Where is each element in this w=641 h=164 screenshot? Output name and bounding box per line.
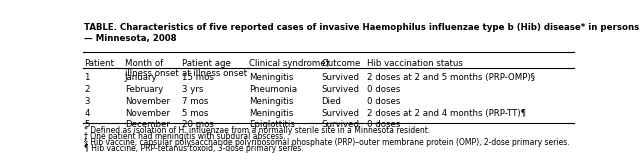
Text: 1: 1 bbox=[84, 73, 90, 82]
Text: 4: 4 bbox=[84, 109, 90, 118]
Text: 0 doses: 0 doses bbox=[367, 85, 401, 94]
Text: 2 doses at 2 and 4 months (PRP-TT)¶: 2 doses at 2 and 4 months (PRP-TT)¶ bbox=[367, 109, 526, 118]
Text: Month of
illness onset: Month of illness onset bbox=[125, 59, 179, 78]
Text: 20 mos: 20 mos bbox=[182, 120, 214, 129]
Text: 7 mos: 7 mos bbox=[182, 97, 208, 106]
Text: Survived: Survived bbox=[321, 109, 359, 118]
Text: Patient: Patient bbox=[84, 59, 114, 68]
Text: November: November bbox=[125, 109, 170, 118]
Text: Patient age
at illness onset: Patient age at illness onset bbox=[182, 59, 247, 78]
Text: 5 mos: 5 mos bbox=[182, 109, 208, 118]
Text: Meningitis: Meningitis bbox=[249, 97, 294, 106]
Text: * Defined as isolation of H. influenzae from a normally sterile site in a Minnes: * Defined as isolation of H. influenzae … bbox=[84, 126, 430, 135]
Text: Clinical syndrome†: Clinical syndrome† bbox=[249, 59, 330, 68]
Text: Hib vaccination status: Hib vaccination status bbox=[367, 59, 463, 68]
Text: Meningitis: Meningitis bbox=[249, 73, 294, 82]
Text: 15 mos: 15 mos bbox=[182, 73, 214, 82]
Text: § Hib vaccine, capsular polysaccharide polyribosomal phosphate (PRP)–outer membr: § Hib vaccine, capsular polysaccharide p… bbox=[84, 138, 570, 147]
Text: 0 doses: 0 doses bbox=[367, 120, 401, 129]
Text: 2: 2 bbox=[84, 85, 90, 94]
Text: November: November bbox=[125, 97, 170, 106]
Text: 5: 5 bbox=[84, 120, 90, 129]
Text: Epiglottitis: Epiglottitis bbox=[249, 120, 295, 129]
Text: December: December bbox=[125, 120, 170, 129]
Text: ¶ Hib vaccine, PRP-tetanus toxoid, 3-dose primary series.: ¶ Hib vaccine, PRP-tetanus toxoid, 3-dos… bbox=[84, 144, 304, 153]
Text: Died: Died bbox=[321, 97, 341, 106]
Text: 0 doses: 0 doses bbox=[367, 97, 401, 106]
Text: 3: 3 bbox=[84, 97, 90, 106]
Text: February: February bbox=[125, 85, 163, 94]
Text: Survived: Survived bbox=[321, 73, 359, 82]
Text: † One patient had meningitis with subdural abscess.: † One patient had meningitis with subdur… bbox=[84, 132, 286, 141]
Text: Outcome: Outcome bbox=[321, 59, 360, 68]
Text: TABLE. Characteristics of five reported cases of invasive Haemophilus influenzae: TABLE. Characteristics of five reported … bbox=[84, 23, 641, 43]
Text: January: January bbox=[125, 73, 158, 82]
Text: 3 yrs: 3 yrs bbox=[182, 85, 203, 94]
Text: Pneumonia: Pneumonia bbox=[249, 85, 297, 94]
Text: Meningitis: Meningitis bbox=[249, 109, 294, 118]
Text: Survived: Survived bbox=[321, 85, 359, 94]
Text: Survived: Survived bbox=[321, 120, 359, 129]
Text: 2 doses at 2 and 5 months (PRP-OMP)§: 2 doses at 2 and 5 months (PRP-OMP)§ bbox=[367, 73, 535, 82]
